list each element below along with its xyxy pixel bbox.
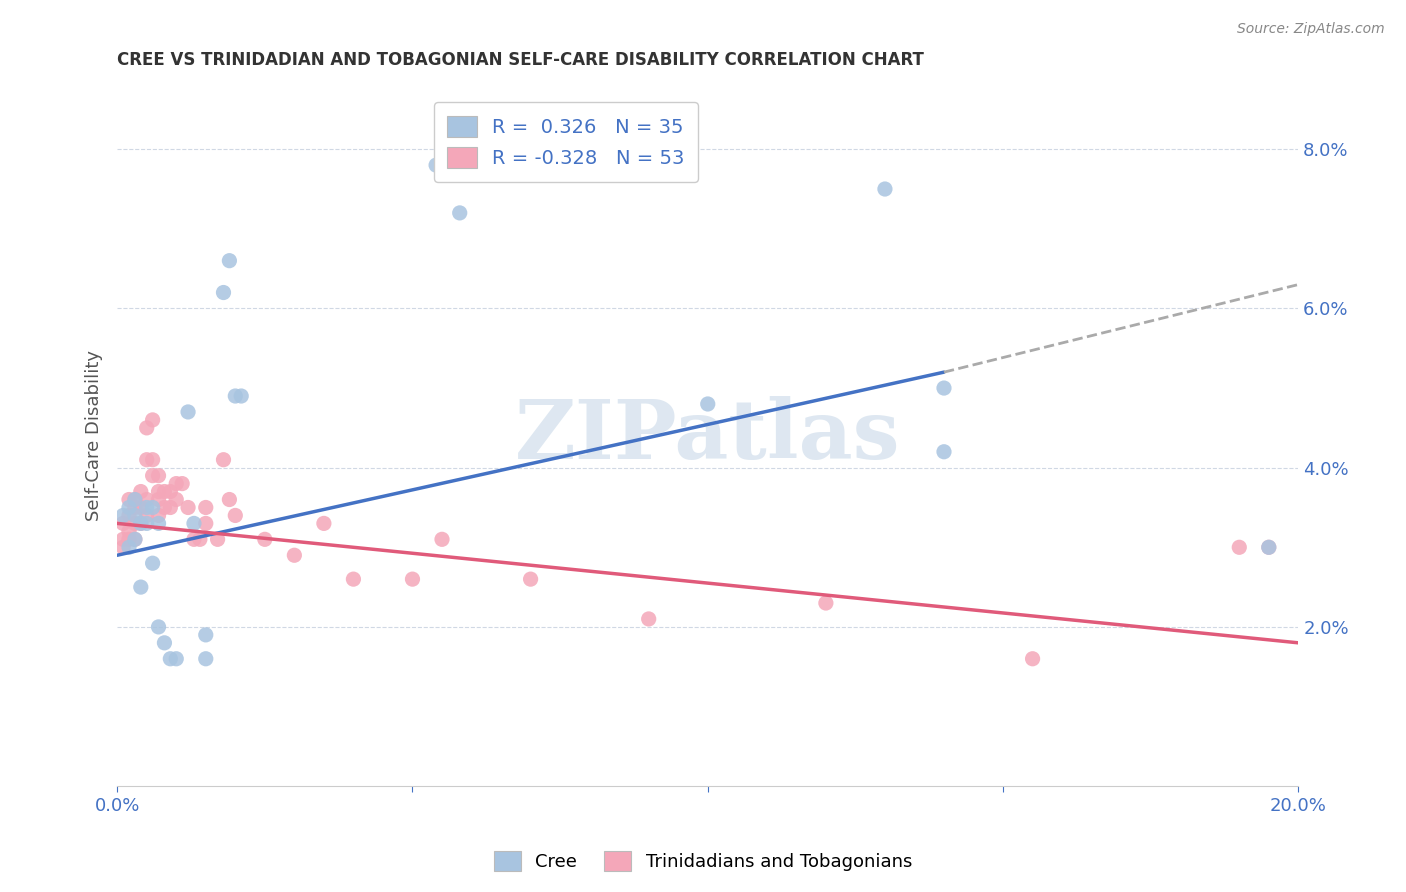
Point: [159, 500, 181, 515]
Point: [124, 508, 146, 523]
Point: [153, 500, 176, 515]
Point: [142, 556, 165, 570]
Point: [148, 508, 170, 523]
Point: [218, 253, 240, 268]
Point: [218, 492, 240, 507]
Text: ZIPatlas: ZIPatlas: [515, 396, 900, 475]
Point: [124, 492, 146, 507]
Point: [129, 580, 152, 594]
Point: [148, 516, 170, 531]
Point: [519, 572, 541, 586]
Point: [183, 533, 205, 547]
Point: [124, 516, 146, 531]
Point: [212, 285, 235, 300]
Point: [165, 652, 187, 666]
Point: [1257, 541, 1279, 555]
Point: [224, 389, 246, 403]
Text: CREE VS TRINIDADIAN AND TOBAGONIAN SELF-CARE DISABILITY CORRELATION CHART: CREE VS TRINIDADIAN AND TOBAGONIAN SELF-…: [117, 51, 924, 69]
Point: [153, 484, 176, 499]
Point: [637, 612, 659, 626]
Point: [1021, 652, 1043, 666]
Point: [118, 500, 141, 515]
Point: [165, 492, 187, 507]
Point: [135, 516, 157, 531]
Point: [118, 533, 141, 547]
Point: [177, 405, 200, 419]
Point: [135, 500, 157, 515]
Point: [1227, 541, 1250, 555]
Point: [253, 533, 276, 547]
Point: [194, 628, 217, 642]
Point: [932, 444, 955, 458]
Point: [224, 508, 246, 523]
Point: [118, 524, 141, 539]
Point: [118, 508, 141, 523]
Point: [135, 508, 157, 523]
Legend: Cree, Trinidadians and Tobagonians: Cree, Trinidadians and Tobagonians: [486, 844, 920, 879]
Point: [148, 620, 170, 634]
Point: [231, 389, 253, 403]
Point: [124, 533, 146, 547]
Point: [112, 508, 135, 523]
Point: [112, 533, 135, 547]
Point: [449, 206, 471, 220]
Point: [283, 548, 305, 562]
Point: [342, 572, 364, 586]
Point: [142, 413, 165, 427]
Point: [135, 421, 157, 435]
Point: [112, 516, 135, 531]
Point: [129, 484, 152, 499]
Text: Source: ZipAtlas.com: Source: ZipAtlas.com: [1237, 22, 1385, 37]
Point: [696, 397, 718, 411]
Point: [814, 596, 837, 610]
Point: [212, 452, 235, 467]
Point: [159, 652, 181, 666]
Point: [129, 516, 152, 531]
Point: [873, 182, 896, 196]
Point: [148, 484, 170, 499]
Point: [165, 476, 187, 491]
Point: [124, 533, 146, 547]
Point: [118, 541, 141, 555]
Point: [188, 533, 211, 547]
Point: [142, 452, 165, 467]
Point: [177, 500, 200, 515]
Point: [172, 476, 194, 491]
Point: [207, 533, 229, 547]
Point: [312, 516, 335, 531]
Point: [159, 484, 181, 499]
Point: [112, 541, 135, 555]
Point: [401, 572, 423, 586]
Point: [124, 492, 146, 507]
Point: [194, 500, 217, 515]
Point: [932, 381, 955, 395]
Point: [148, 492, 170, 507]
Point: [142, 500, 165, 515]
Point: [118, 492, 141, 507]
Point: [129, 516, 152, 531]
Point: [1257, 541, 1279, 555]
Point: [425, 158, 447, 172]
Point: [129, 500, 152, 515]
Point: [135, 452, 157, 467]
Point: [135, 492, 157, 507]
Point: [183, 516, 205, 531]
Point: [430, 533, 453, 547]
Point: [148, 468, 170, 483]
Point: [142, 468, 165, 483]
Legend: R =  0.326   N = 35, R = -0.328   N = 53: R = 0.326 N = 35, R = -0.328 N = 53: [434, 103, 699, 182]
Point: [194, 652, 217, 666]
Y-axis label: Self-Care Disability: Self-Care Disability: [86, 351, 103, 521]
Point: [153, 636, 176, 650]
Point: [124, 500, 146, 515]
Point: [194, 516, 217, 531]
